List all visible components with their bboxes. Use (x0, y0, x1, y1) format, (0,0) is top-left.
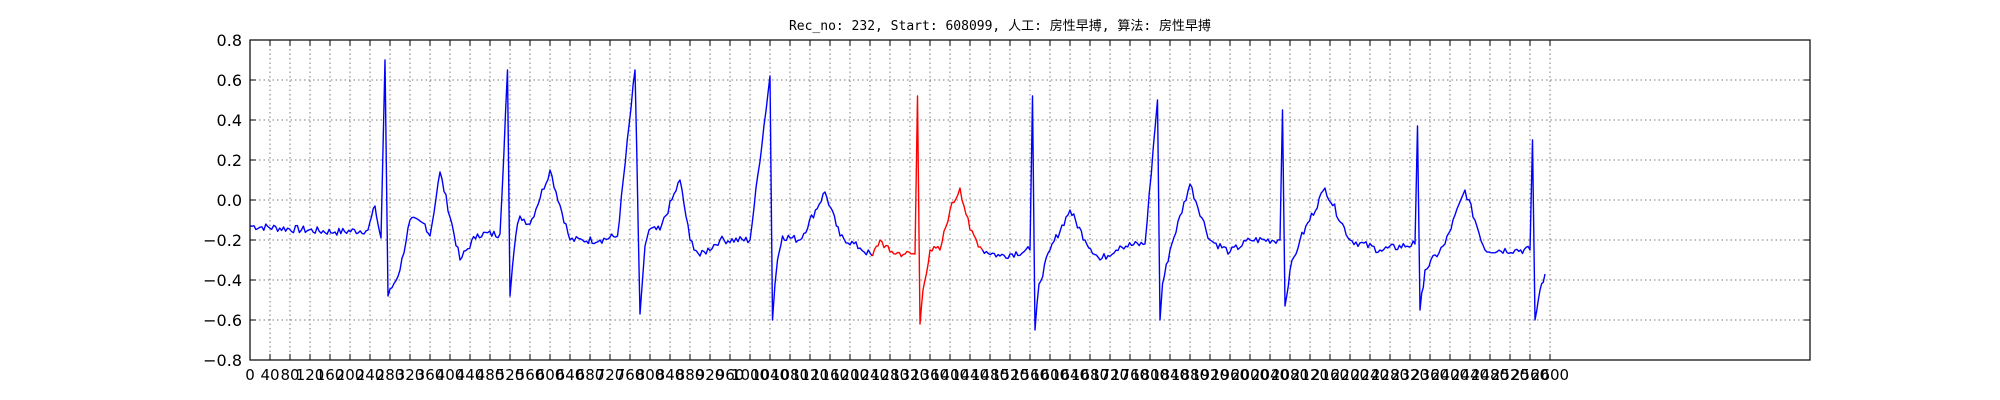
x-tick-label: 80 (280, 366, 299, 384)
x-tick-label: 520 (496, 366, 525, 384)
x-tick-label: 240 (356, 366, 385, 384)
x-tick-label: 1800 (1131, 366, 1169, 384)
x-tick-label: 1040 (751, 366, 789, 384)
x-tick-label: 2520 (1491, 366, 1529, 384)
x-tick-label: 200 (336, 366, 365, 384)
x-tick-label: 920 (696, 366, 725, 384)
ecg-series-line-2 (871, 95, 984, 325)
x-tick-label: 2600 (1531, 366, 1569, 384)
x-tick-label: 1680 (1071, 366, 1109, 384)
x-tick-label: 320 (396, 366, 425, 384)
x-tick-label: 840 (656, 366, 685, 384)
x-tick-label: 1880 (1171, 366, 1209, 384)
x-tick-label: 1480 (971, 366, 1009, 384)
x-tick-label: 2200 (1331, 366, 1369, 384)
x-tick-label: 800 (636, 366, 665, 384)
x-tick-label: 1920 (1191, 366, 1229, 384)
x-tick-label: 2360 (1411, 366, 1449, 384)
x-axis: 0 40 8012016020024028032036040044048052056… (245, 40, 1569, 384)
x-tick-label: 1720 (1091, 366, 1129, 384)
x-tick-label: 2560 (1511, 366, 1549, 384)
x-tick-label: 120 (296, 366, 325, 384)
x-tick-label: 1440 (951, 366, 989, 384)
x-tick-label: 0 (245, 366, 255, 384)
y-tick-label: 0.2 (217, 151, 242, 170)
x-tick-label: 1400 (931, 366, 969, 384)
x-tick-label: 600 (536, 366, 565, 384)
x-tick-label: 720 (596, 366, 625, 384)
x-tick-label: 1600 (1031, 366, 1069, 384)
x-tick-label: 2000 (1231, 366, 1269, 384)
x-tick-label: 40 (260, 366, 279, 384)
x-tick-label: 560 (516, 366, 545, 384)
x-tick-label: 280 (376, 366, 405, 384)
y-axis: −0.8 −0.6 −0.4 −0.2 0.0 0.2 0.4 0.6 0.8 (203, 31, 1810, 370)
x-tick-label: 2280 (1371, 366, 1409, 384)
x-tick-label: 1000 (731, 366, 769, 384)
x-tick-label: 2440 (1451, 366, 1489, 384)
x-tick-label: 1640 (1051, 366, 1089, 384)
x-tick-label: 2160 (1311, 366, 1349, 384)
ecg-series-line-1 (249, 59, 874, 321)
x-tick-label: 2320 (1391, 366, 1429, 384)
series-layer (249, 59, 1546, 331)
x-tick-label: 1960 (1211, 366, 1249, 384)
y-tick-label: 0.6 (217, 71, 242, 90)
x-tick-label: 1280 (871, 366, 909, 384)
y-tick-label: −0.6 (203, 311, 242, 330)
x-tick-label: 1120 (791, 366, 829, 384)
x-tick-label: 2240 (1351, 366, 1389, 384)
y-tick-label: −0.8 (203, 351, 242, 370)
x-tick-label: 1160 (811, 366, 849, 384)
x-tick-label: 2400 (1431, 366, 1469, 384)
y-tick-label: −0.4 (203, 271, 242, 290)
x-tick-label: 440 (456, 366, 485, 384)
x-tick-label: 680 (576, 366, 605, 384)
x-tick-label: 2040 (1251, 366, 1289, 384)
x-tick-label: 1560 (1011, 366, 1049, 384)
y-tick-label: 0.0 (217, 191, 242, 210)
x-tick-label: 640 (556, 366, 585, 384)
x-tick-label: 880 (676, 366, 705, 384)
x-tick-label: 360 (416, 366, 445, 384)
chart-title: Rec_no: 232, Start: 608099, 人工: 房性早搏, 算法… (789, 18, 1211, 34)
x-tick-label: 400 (436, 366, 465, 384)
x-tick-label: 1520 (991, 366, 1029, 384)
x-tick-label: 160 (316, 366, 345, 384)
x-tick-label: 1760 (1111, 366, 1149, 384)
grid (250, 40, 1810, 360)
x-tick-label: 760 (616, 366, 645, 384)
x-tick-label: 1240 (851, 366, 889, 384)
x-tick-label: 2080 (1271, 366, 1309, 384)
x-tick-label: 1840 (1151, 366, 1189, 384)
x-tick-label: 2480 (1471, 366, 1509, 384)
x-tick-label: 960 (716, 366, 745, 384)
x-tick-label: 1360 (911, 366, 949, 384)
y-tick-label: 0.8 (217, 31, 242, 50)
ecg-series-line-3 (981, 95, 1546, 331)
x-tick-label: 1320 (891, 366, 929, 384)
x-tick-label: 2120 (1291, 366, 1329, 384)
y-tick-label: 0.4 (217, 111, 242, 130)
x-tick-label: 1080 (771, 366, 809, 384)
x-tick-label: 1200 (831, 366, 869, 384)
x-tick-label: 480 (476, 366, 505, 384)
y-tick-label: −0.2 (203, 231, 242, 250)
